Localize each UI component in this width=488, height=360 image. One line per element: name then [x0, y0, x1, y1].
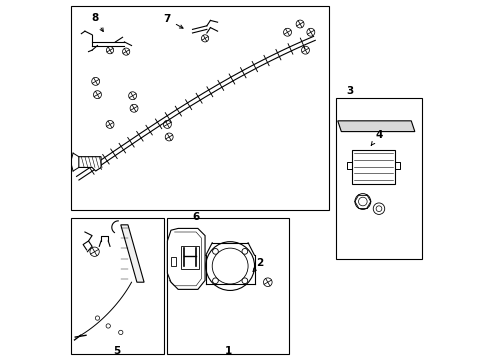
Circle shape [212, 278, 218, 284]
Bar [181, 246, 198, 269]
FancyBboxPatch shape [351, 149, 394, 184]
Polygon shape [121, 225, 144, 282]
Text: 6: 6 [192, 212, 199, 222]
Polygon shape [79, 157, 101, 171]
Text: 4: 4 [370, 130, 382, 145]
Circle shape [212, 248, 218, 254]
Text: 3: 3 [346, 86, 353, 96]
Text: 5: 5 [113, 346, 121, 356]
Text: 2: 2 [253, 258, 263, 272]
Polygon shape [167, 228, 204, 289]
Bar [70, 6, 328, 211]
Bar [167, 218, 289, 354]
Circle shape [242, 278, 247, 284]
Polygon shape [337, 121, 414, 132]
Bar [171, 257, 176, 266]
Bar [335, 98, 421, 259]
Text: 8: 8 [91, 13, 103, 32]
Bar [70, 218, 163, 354]
Text: 1: 1 [224, 346, 231, 356]
Circle shape [242, 248, 247, 254]
Text: 7: 7 [163, 14, 183, 28]
